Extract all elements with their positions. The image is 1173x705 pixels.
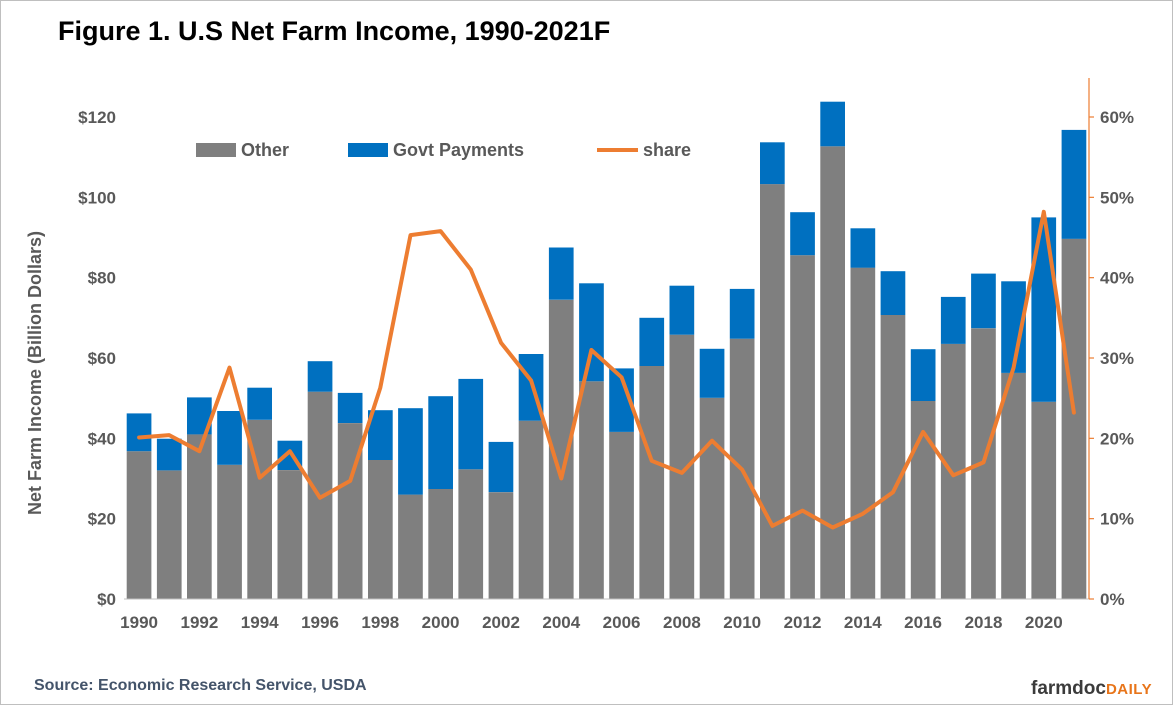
share-line-layer [137,209,1076,530]
x-tick-label: 2010 [723,613,761,632]
bar-govt-2015 [880,271,906,315]
legend-label: share [643,140,691,160]
bar-other-2009 [699,397,725,599]
bar-govt-2016 [910,349,936,401]
x-tick-label: 2006 [603,613,641,632]
bar-govt-1997 [337,392,363,423]
bar-govt-1994 [247,387,272,420]
legend-label: Govt Payments [393,140,524,160]
bar-other-2001 [458,469,484,599]
x-tick-label: 1998 [361,613,399,632]
bar-other-1993 [217,464,242,599]
bar-govt-2001 [458,378,484,470]
bar-other-2006 [609,431,634,599]
bar-other-1990 [126,451,152,599]
y-left-tick-label: $80 [88,269,116,288]
bar-govt-2005 [579,283,604,382]
x-tick-label: 2012 [784,613,822,632]
bar-other-2013 [820,146,845,600]
brand-logo: farmdocDAILY [1031,678,1152,700]
bar-govt-2018 [971,273,996,329]
bar-other-2005 [579,381,604,599]
x-tick-label: 2004 [542,613,580,632]
bar-govt-2014 [850,228,876,268]
bar-other-1992 [187,434,212,599]
y-right-tick-label: 0% [1100,590,1125,609]
x-tick-label: 2000 [422,613,460,632]
bar-govt-2009 [699,348,725,398]
brand-part2: DAILY [1105,681,1153,698]
x-tick-label: 2018 [965,613,1003,632]
bar-other-2020 [1031,401,1057,599]
bar-other-2002 [488,492,514,599]
y-right-tick-label: 10% [1100,510,1134,529]
bar-other-2021 [1061,238,1087,599]
y-left-tick-label: $40 [88,429,116,448]
y-right-tick-label: 50% [1100,188,1134,207]
bar-other-1999 [398,494,423,599]
bar-other-2003 [518,420,544,599]
bar-govt-2007 [639,317,665,366]
bar-govt-2002 [488,441,514,493]
x-tick-label: 1992 [180,613,218,632]
bar-govt-2004 [548,247,574,300]
bar-govt-1991 [156,438,182,471]
y-right-tick-label: 40% [1100,269,1134,288]
y-right-tick-label: 20% [1100,429,1134,448]
y-right-tick-label: 30% [1100,349,1134,368]
bar-govt-1999 [398,408,423,495]
legend: Other Govt Payments share [196,140,691,160]
chart-title: Figure 1. U.S Net Farm Income, 1990-2021… [58,16,611,46]
bar-govt-2013 [820,101,845,147]
bar-layer [126,101,1087,600]
legend-swatch-other [196,143,236,157]
x-tick-label: 1994 [241,613,279,632]
bar-govt-1996 [307,361,333,392]
y-axis-label: Net Farm Income (Billion Dollars) [25,231,45,515]
bar-other-2012 [790,255,815,599]
bar-govt-2008 [669,285,695,335]
y-left-tick-label: $60 [88,349,116,368]
y-left-tick-label: $20 [88,510,116,529]
bar-other-2014 [850,267,876,599]
y-left-tick-label: $100 [78,188,116,207]
bar-other-2015 [880,315,906,599]
y-right-tick-label: 60% [1100,108,1134,127]
bar-govt-1990 [126,413,152,452]
x-tick-label: 2020 [1025,613,1063,632]
legend-swatch-govt [348,143,388,157]
bar-other-1998 [368,460,393,599]
x-tick-label: 2002 [482,613,520,632]
y-left-tick-label: $0 [97,590,116,609]
tick-label-layer: $0 $20 $40 $60 $80 $100 $120 0% 10% 20% 30% 40% 50% 6… [78,108,1134,632]
bar-other-1991 [156,470,182,599]
bar-govt-2000 [428,396,453,489]
source-note: Source: Economic Research Service, USDA [34,677,367,694]
bar-other-2000 [428,488,453,599]
x-tick-label: 1990 [120,613,158,632]
bar-other-2019 [1001,372,1026,599]
bar-govt-1993 [217,411,242,465]
bar-other-2011 [760,184,785,599]
x-tick-label: 2014 [844,613,882,632]
bar-other-2007 [639,366,665,599]
bar-other-2008 [669,334,695,599]
share-line [137,209,1076,530]
bar-govt-2010 [729,288,755,339]
brand-part1: farmdoc [1031,678,1106,699]
bar-govt-2017 [940,296,966,344]
y-left-tick-label: $120 [78,108,116,127]
bar-govt-2021 [1061,129,1087,239]
bar-govt-2020 [1031,217,1057,402]
bar-govt-2011 [760,142,785,185]
bar-govt-2012 [790,212,815,256]
x-tick-label: 2016 [904,613,942,632]
x-tick-label: 2008 [663,613,701,632]
bar-other-1995 [277,470,303,599]
axes-layer [124,78,1094,600]
x-tick-label: 1996 [301,613,339,632]
legend-label: Other [241,140,289,160]
